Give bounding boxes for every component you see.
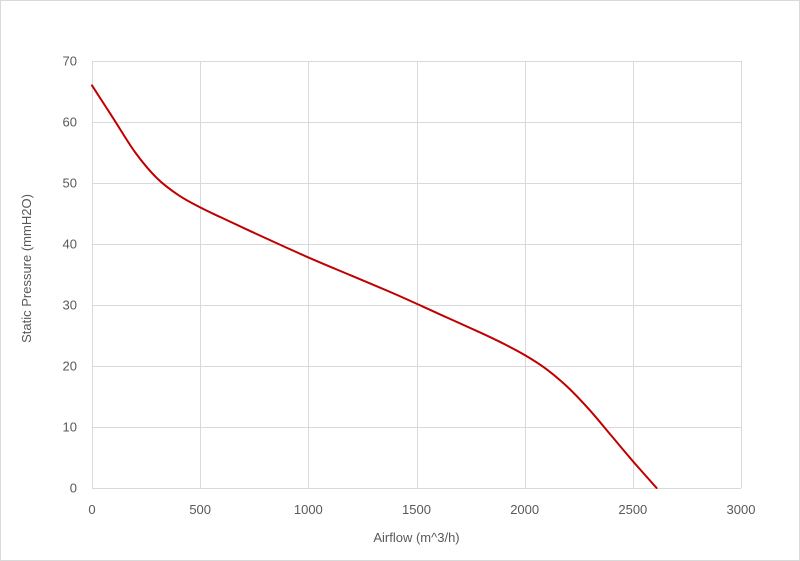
x-tick-label: 1500 [402, 502, 431, 517]
y-axis-title: Static Pressure (mmH2O) [19, 194, 34, 343]
x-axis-title: Airflow (m^3/h) [373, 530, 459, 545]
series-line [91, 84, 658, 489]
x-tick-label: 500 [189, 502, 211, 517]
x-tick-label: 2000 [510, 502, 539, 517]
series-layer [91, 84, 658, 489]
x-tick-label: 3000 [727, 502, 756, 517]
y-tick-label: 60 [63, 115, 77, 130]
y-tick-label: 40 [63, 237, 77, 252]
y-tick-label: 20 [63, 359, 77, 374]
x-tick-label: 0 [88, 502, 95, 517]
y-tick-label: 30 [63, 298, 77, 313]
x-tick-label: 2500 [618, 502, 647, 517]
x-axis-tick-labels: 0 500 1000 1500 2000 2500 3000 [88, 502, 755, 517]
grid-lines [92, 61, 742, 489]
x-tick-label: 1000 [294, 502, 323, 517]
y-tick-label: 0 [70, 481, 77, 496]
y-tick-label: 50 [63, 176, 77, 191]
y-tick-label: 10 [63, 420, 77, 435]
y-axis-tick-labels: 0 10 20 30 40 50 60 70 [63, 54, 77, 496]
y-tick-label: 70 [63, 54, 77, 69]
